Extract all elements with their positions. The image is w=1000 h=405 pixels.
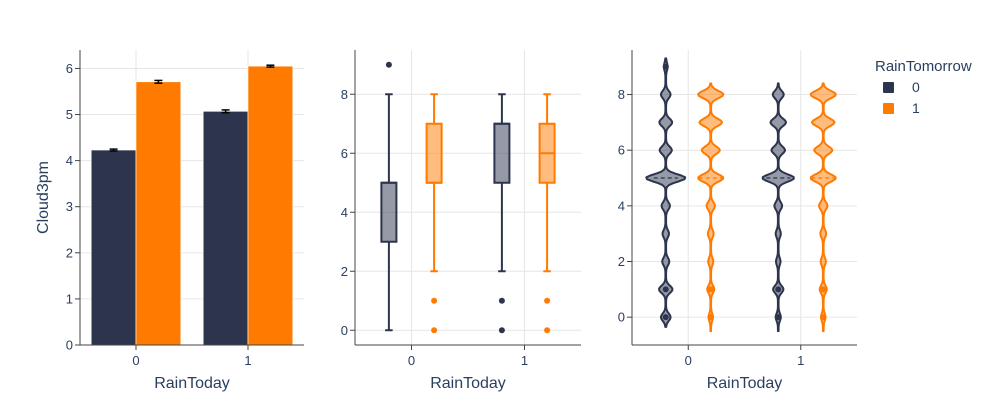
violin [645,57,687,328]
box-outlier [431,297,438,304]
violin-point [707,314,714,321]
x-tick-label: 1 [521,353,528,368]
x-axis-title: RainToday [430,375,506,392]
y-axis-title: Cloud3pm [35,161,52,234]
violin [809,82,837,333]
x-axis-title: RainToday [154,375,230,392]
violin [761,82,795,333]
box-outlier [544,327,551,334]
bar [135,81,182,346]
box-outlier [498,327,505,334]
y-tick-label: 5 [66,107,73,122]
legend-label: 0 [912,79,920,95]
y-tick-label: 8 [341,87,348,102]
y-tick-label: 6 [66,61,73,76]
panel-1 [75,50,304,350]
box [493,122,511,184]
legend-swatch [883,103,894,114]
box-outlier [385,61,392,68]
y-tick-label: 6 [618,143,625,158]
violin-point [775,286,782,293]
legend [883,82,894,114]
box-outlier [431,327,438,334]
x-tick-label: 1 [797,353,804,368]
y-tick-label: 4 [618,198,625,213]
x-tick-label: 1 [244,353,251,368]
x-tick-label: 0 [685,353,692,368]
x-tick-label: 0 [132,353,139,368]
legend-label: 1 [912,100,920,116]
violin-point [820,314,827,321]
y-tick-label: 0 [618,310,625,325]
violin-point [775,314,782,321]
bar [247,65,294,346]
bar [90,149,137,346]
violin-point [662,286,669,293]
box [380,181,398,243]
box [425,122,443,184]
y-tick-label: 8 [618,87,625,102]
panel-2 [350,50,581,350]
box-outlier [544,297,551,304]
bar [202,111,249,346]
y-tick-label: 0 [66,338,73,353]
box-outlier [498,297,505,304]
panel-3 [627,50,857,350]
violin-point [662,314,669,321]
y-tick-label: 2 [341,264,348,279]
y-tick-label: 1 [66,291,73,306]
legend-swatch [883,82,894,93]
y-tick-label: 2 [618,254,625,269]
y-tick-label: 2 [66,245,73,260]
x-axis-title: RainToday [707,375,783,392]
violin-point [707,286,714,293]
y-tick-label: 4 [66,153,73,168]
violin [697,82,725,333]
violin-point [820,286,827,293]
y-tick-label: 4 [341,205,348,220]
y-tick-label: 3 [66,199,73,214]
legend-title: RainTomorrow [875,58,972,75]
x-tick-label: 0 [408,353,415,368]
y-tick-label: 0 [341,323,348,338]
violin-point [662,63,669,70]
y-tick-label: 6 [341,146,348,161]
